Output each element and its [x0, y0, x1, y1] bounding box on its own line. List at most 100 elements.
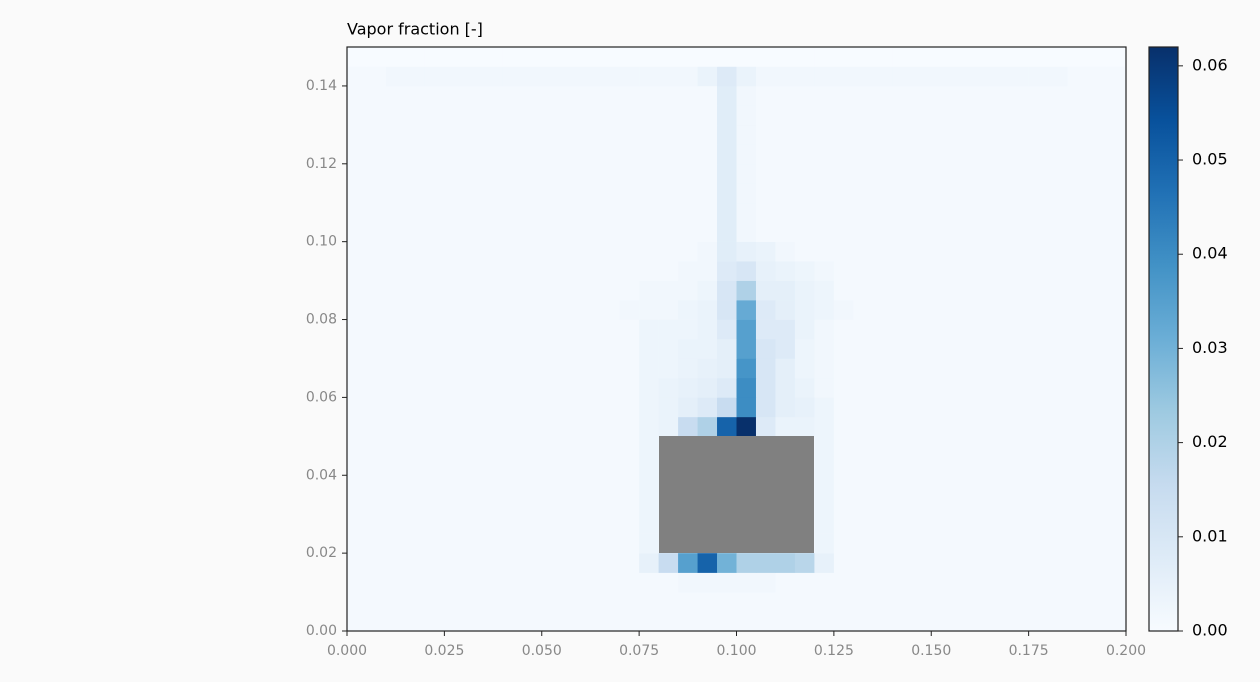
cell — [950, 183, 971, 204]
cell — [639, 144, 659, 165]
cell — [366, 105, 387, 126]
cell — [911, 47, 932, 67]
cell — [1087, 494, 1107, 515]
cell — [872, 222, 893, 242]
cell — [444, 319, 465, 340]
cell — [833, 124, 854, 145]
cell — [872, 455, 893, 476]
cell — [892, 300, 913, 320]
cell — [619, 475, 640, 496]
cell — [892, 494, 913, 515]
cell — [541, 300, 562, 320]
cell — [463, 358, 484, 379]
cell — [1009, 280, 1029, 301]
cell — [970, 202, 990, 223]
cell — [1028, 339, 1049, 359]
cell — [970, 358, 990, 379]
cell — [892, 397, 913, 418]
cell — [1048, 397, 1068, 418]
cell — [347, 494, 367, 515]
cell — [872, 572, 893, 593]
cell — [541, 339, 562, 359]
cell — [405, 572, 426, 593]
cell — [1087, 611, 1107, 632]
cell — [502, 66, 523, 87]
cell — [463, 319, 484, 340]
cell — [697, 222, 718, 242]
cell — [989, 358, 1010, 379]
cell — [502, 47, 523, 67]
cell — [1106, 241, 1127, 262]
cell — [424, 592, 445, 612]
cell — [600, 455, 620, 476]
cell — [619, 300, 640, 320]
cell — [639, 124, 659, 145]
cell — [463, 436, 484, 457]
cell — [678, 358, 698, 379]
cell — [678, 280, 698, 301]
cell — [463, 475, 484, 496]
cell — [366, 358, 387, 379]
cell — [1087, 202, 1107, 223]
cell — [385, 144, 406, 165]
cell — [580, 163, 601, 184]
cell — [755, 202, 776, 223]
cell — [892, 475, 913, 496]
cell — [444, 222, 465, 242]
cell — [736, 47, 757, 67]
cell — [1048, 358, 1068, 379]
cell — [619, 163, 640, 184]
cell — [911, 124, 932, 145]
cell — [502, 514, 523, 534]
cell — [541, 319, 562, 340]
cell — [872, 397, 893, 418]
cell — [385, 241, 406, 262]
cell — [658, 183, 679, 204]
cell — [1087, 66, 1107, 87]
cell — [1048, 261, 1068, 281]
cell — [853, 377, 874, 398]
cell — [1009, 572, 1029, 593]
cell — [424, 475, 445, 496]
cell — [424, 105, 445, 126]
cell — [444, 124, 465, 145]
cell — [561, 47, 581, 67]
cell — [1067, 319, 1088, 340]
cell — [1067, 241, 1088, 262]
cell — [658, 66, 679, 87]
cell — [775, 572, 796, 593]
cell — [1067, 475, 1088, 496]
cell — [366, 241, 387, 262]
cell — [697, 105, 718, 126]
cell — [1106, 222, 1127, 242]
cell — [502, 397, 523, 418]
cell — [1048, 85, 1068, 106]
y-tick-label: 0.02 — [306, 545, 337, 561]
cell — [931, 319, 952, 340]
cell — [1028, 397, 1049, 418]
cell — [833, 397, 854, 418]
cell — [833, 514, 854, 534]
cell — [970, 436, 990, 457]
cell — [483, 222, 504, 242]
cell — [366, 144, 387, 165]
cell — [541, 144, 562, 165]
cell — [639, 397, 659, 418]
cell — [483, 553, 504, 573]
cell — [1009, 144, 1029, 165]
cell — [600, 436, 620, 457]
cell — [502, 202, 523, 223]
cell — [872, 533, 893, 554]
cell — [619, 533, 640, 554]
cell — [736, 572, 757, 593]
cell — [1028, 572, 1049, 593]
cell — [541, 85, 562, 106]
cell — [1087, 436, 1107, 457]
cell — [814, 416, 835, 437]
cell — [833, 66, 854, 87]
cell — [794, 163, 815, 184]
cell — [989, 514, 1010, 534]
cell — [522, 416, 543, 437]
cell — [911, 494, 932, 515]
cell — [989, 572, 1010, 593]
